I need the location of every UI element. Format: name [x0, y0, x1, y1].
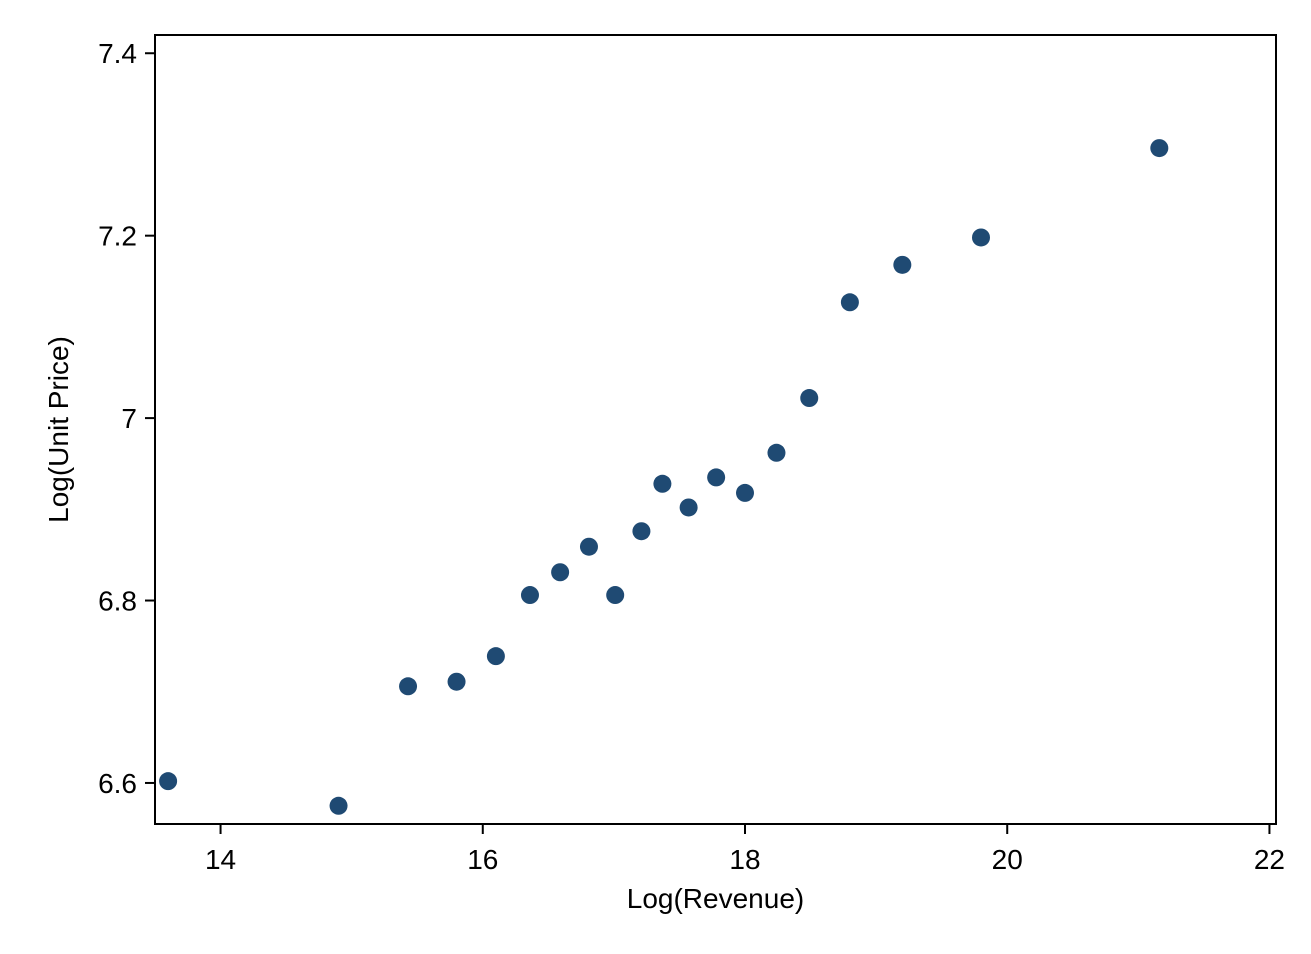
data-point	[520, 586, 539, 605]
data-point	[632, 522, 651, 541]
data-points	[159, 139, 1169, 815]
data-point	[653, 474, 672, 493]
data-point	[551, 563, 570, 582]
x-tick-label: 16	[467, 844, 498, 875]
data-point	[329, 796, 348, 815]
data-point	[679, 498, 698, 517]
y-tick-label: 7.4	[98, 38, 137, 69]
data-point	[767, 443, 786, 462]
y-tick-label: 7.2	[98, 221, 137, 252]
x-tick-label: 14	[205, 844, 236, 875]
data-point	[840, 293, 859, 312]
y-tick-label: 6.6	[98, 768, 137, 799]
x-axis-title: Log(Revenue)	[627, 883, 804, 914]
data-point	[579, 537, 598, 556]
plot-frame	[154, 34, 1277, 825]
data-point	[399, 677, 418, 696]
data-point	[972, 228, 990, 247]
data-point	[893, 255, 912, 274]
data-point	[736, 483, 754, 502]
x-tick-label: 22	[1254, 844, 1285, 875]
x-tick-label: 20	[992, 844, 1023, 875]
data-point	[447, 672, 466, 691]
data-point	[800, 389, 819, 408]
data-point	[707, 468, 726, 487]
data-point	[1150, 139, 1169, 158]
data-point	[486, 647, 505, 666]
data-point	[606, 586, 625, 605]
y-tick-label: 6.8	[98, 586, 137, 617]
y-axis: 6.6 6.8 7 7.2 7.4	[98, 38, 155, 799]
y-axis-title: Log(Unit Price)	[43, 336, 74, 523]
data-point	[159, 772, 178, 791]
y-tick-label: 7	[121, 403, 137, 434]
x-axis: 14 16 18 20 22	[205, 824, 1285, 875]
x-tick-label: 18	[729, 844, 760, 875]
